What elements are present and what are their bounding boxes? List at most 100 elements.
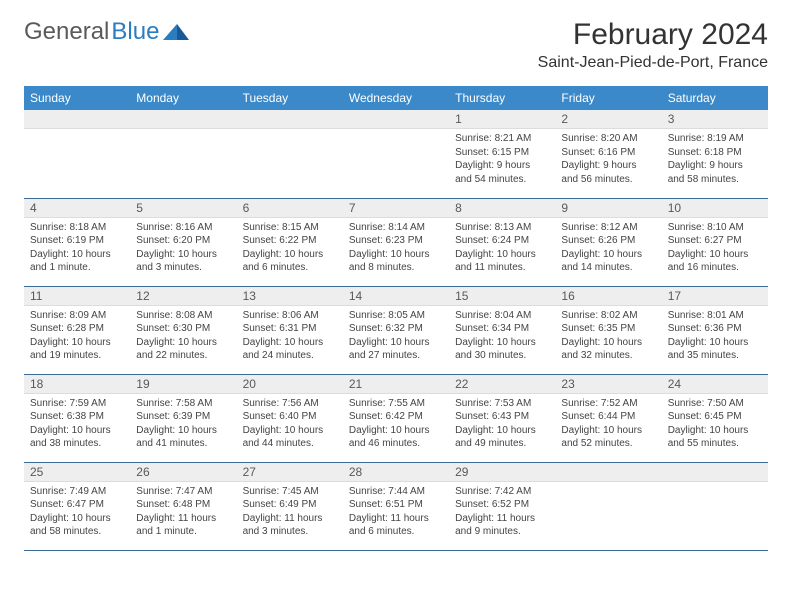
daylight-text: Daylight: 10 hours and 27 minutes. [349,336,443,363]
day-details: Sunrise: 7:56 AMSunset: 6:40 PMDaylight:… [237,394,343,455]
sunset-text: Sunset: 6:45 PM [668,410,762,424]
daylight-text: Daylight: 10 hours and 24 minutes. [243,336,337,363]
daylight-text: Daylight: 10 hours and 6 minutes. [243,248,337,275]
weekday-header: Tuesday [237,86,343,110]
daylight-text: Daylight: 10 hours and 22 minutes. [136,336,230,363]
calendar-cell: 13Sunrise: 8:06 AMSunset: 6:31 PMDayligh… [237,286,343,374]
weekday-header: Friday [555,86,661,110]
sunrise-text: Sunrise: 8:15 AM [243,221,337,235]
daylight-text: Daylight: 10 hours and 49 minutes. [455,424,549,451]
daylight-text: Daylight: 10 hours and 19 minutes. [30,336,124,363]
day-number-empty [662,463,768,482]
sunrise-text: Sunrise: 8:04 AM [455,309,549,323]
day-details: Sunrise: 8:21 AMSunset: 6:15 PMDaylight:… [449,129,555,190]
calendar-week-row: 11Sunrise: 8:09 AMSunset: 6:28 PMDayligh… [24,286,768,374]
day-number: 21 [343,375,449,394]
day-number: 24 [662,375,768,394]
day-number: 14 [343,287,449,306]
day-details: Sunrise: 8:04 AMSunset: 6:34 PMDaylight:… [449,306,555,367]
calendar-cell [130,110,236,198]
sunrise-text: Sunrise: 8:06 AM [243,309,337,323]
day-details: Sunrise: 7:42 AMSunset: 6:52 PMDaylight:… [449,482,555,543]
day-details: Sunrise: 7:47 AMSunset: 6:48 PMDaylight:… [130,482,236,543]
calendar-cell: 2Sunrise: 8:20 AMSunset: 6:16 PMDaylight… [555,110,661,198]
sunset-text: Sunset: 6:18 PM [668,146,762,160]
calendar-cell [237,110,343,198]
title-block: February 2024 Saint-Jean-Pied-de-Port, F… [538,18,768,72]
calendar-cell: 19Sunrise: 7:58 AMSunset: 6:39 PMDayligh… [130,374,236,462]
daylight-text: Daylight: 11 hours and 1 minute. [136,512,230,539]
sunset-text: Sunset: 6:34 PM [455,322,549,336]
day-details: Sunrise: 8:06 AMSunset: 6:31 PMDaylight:… [237,306,343,367]
calendar-cell: 28Sunrise: 7:44 AMSunset: 6:51 PMDayligh… [343,462,449,550]
day-number: 25 [24,463,130,482]
sunrise-text: Sunrise: 7:58 AM [136,397,230,411]
day-number: 19 [130,375,236,394]
day-details: Sunrise: 8:16 AMSunset: 6:20 PMDaylight:… [130,218,236,279]
weekday-header: Wednesday [343,86,449,110]
sunrise-text: Sunrise: 8:20 AM [561,132,655,146]
daylight-text: Daylight: 10 hours and 3 minutes. [136,248,230,275]
sunrise-text: Sunrise: 8:13 AM [455,221,549,235]
sunset-text: Sunset: 6:39 PM [136,410,230,424]
sunrise-text: Sunrise: 8:14 AM [349,221,443,235]
day-number-empty [343,110,449,129]
sunrise-text: Sunrise: 8:19 AM [668,132,762,146]
day-number: 11 [24,287,130,306]
sunrise-text: Sunrise: 8:09 AM [30,309,124,323]
sunset-text: Sunset: 6:16 PM [561,146,655,160]
day-details: Sunrise: 7:58 AMSunset: 6:39 PMDaylight:… [130,394,236,455]
calendar-cell: 23Sunrise: 7:52 AMSunset: 6:44 PMDayligh… [555,374,661,462]
logo-word-2: Blue [111,18,159,46]
calendar-cell: 14Sunrise: 8:05 AMSunset: 6:32 PMDayligh… [343,286,449,374]
daylight-text: Daylight: 10 hours and 32 minutes. [561,336,655,363]
day-number-empty [24,110,130,129]
calendar-cell: 21Sunrise: 7:55 AMSunset: 6:42 PMDayligh… [343,374,449,462]
day-number: 17 [662,287,768,306]
calendar-cell [662,462,768,550]
calendar-cell [24,110,130,198]
calendar-cell: 10Sunrise: 8:10 AMSunset: 6:27 PMDayligh… [662,198,768,286]
day-number: 22 [449,375,555,394]
sunset-text: Sunset: 6:30 PM [136,322,230,336]
day-details: Sunrise: 8:10 AMSunset: 6:27 PMDaylight:… [662,218,768,279]
daylight-text: Daylight: 11 hours and 9 minutes. [455,512,549,539]
day-number: 3 [662,110,768,129]
daylight-text: Daylight: 10 hours and 58 minutes. [30,512,124,539]
day-number: 6 [237,199,343,218]
day-number: 16 [555,287,661,306]
calendar-week-row: 25Sunrise: 7:49 AMSunset: 6:47 PMDayligh… [24,462,768,550]
calendar-week-row: 4Sunrise: 8:18 AMSunset: 6:19 PMDaylight… [24,198,768,286]
sunset-text: Sunset: 6:35 PM [561,322,655,336]
sunrise-text: Sunrise: 8:12 AM [561,221,655,235]
sunrise-text: Sunrise: 8:16 AM [136,221,230,235]
sunrise-text: Sunrise: 7:45 AM [243,485,337,499]
calendar-table: SundayMondayTuesdayWednesdayThursdayFrid… [24,86,768,551]
sunset-text: Sunset: 6:28 PM [30,322,124,336]
sunrise-text: Sunrise: 7:53 AM [455,397,549,411]
day-number: 2 [555,110,661,129]
daylight-text: Daylight: 10 hours and 14 minutes. [561,248,655,275]
sunset-text: Sunset: 6:36 PM [668,322,762,336]
sunrise-text: Sunrise: 8:02 AM [561,309,655,323]
day-number: 1 [449,110,555,129]
calendar-cell: 15Sunrise: 8:04 AMSunset: 6:34 PMDayligh… [449,286,555,374]
day-number: 28 [343,463,449,482]
logo: GeneralBlue [24,18,189,46]
daylight-text: Daylight: 10 hours and 55 minutes. [668,424,762,451]
calendar-cell: 27Sunrise: 7:45 AMSunset: 6:49 PMDayligh… [237,462,343,550]
daylight-text: Daylight: 10 hours and 30 minutes. [455,336,549,363]
sunset-text: Sunset: 6:22 PM [243,234,337,248]
weekday-header: Saturday [662,86,768,110]
sunset-text: Sunset: 6:20 PM [136,234,230,248]
sunrise-text: Sunrise: 8:18 AM [30,221,124,235]
daylight-text: Daylight: 10 hours and 11 minutes. [455,248,549,275]
calendar-cell: 4Sunrise: 8:18 AMSunset: 6:19 PMDaylight… [24,198,130,286]
day-details: Sunrise: 8:14 AMSunset: 6:23 PMDaylight:… [343,218,449,279]
day-details: Sunrise: 8:18 AMSunset: 6:19 PMDaylight:… [24,218,130,279]
sunset-text: Sunset: 6:49 PM [243,498,337,512]
sunrise-text: Sunrise: 7:55 AM [349,397,443,411]
daylight-text: Daylight: 10 hours and 44 minutes. [243,424,337,451]
calendar-week-row: 18Sunrise: 7:59 AMSunset: 6:38 PMDayligh… [24,374,768,462]
calendar-week-row: 1Sunrise: 8:21 AMSunset: 6:15 PMDaylight… [24,110,768,198]
